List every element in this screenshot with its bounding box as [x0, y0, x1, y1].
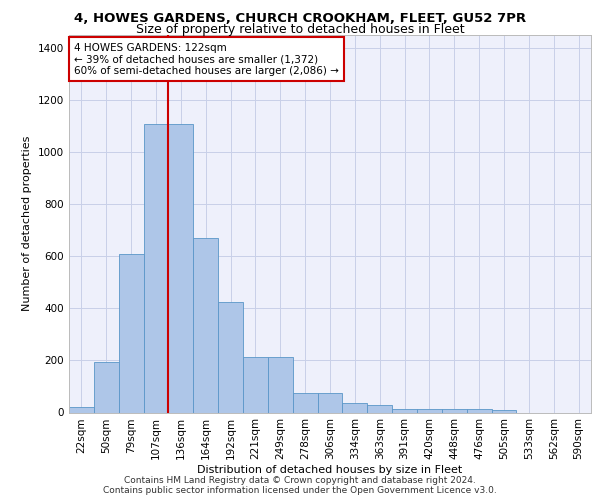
Bar: [169, 124, 193, 412]
Bar: [467, 410, 491, 412]
Text: 4, HOWES GARDENS, CHURCH CROOKHAM, FLEET, GU52 7PR: 4, HOWES GARDENS, CHURCH CROOKHAM, FLEET…: [74, 12, 526, 26]
Text: Size of property relative to detached houses in Fleet: Size of property relative to detached ho…: [136, 24, 464, 36]
Bar: [392, 408, 417, 412]
Bar: [317, 393, 343, 412]
Bar: [193, 238, 218, 412]
Bar: [69, 408, 94, 412]
Bar: [367, 404, 392, 412]
Y-axis label: Number of detached properties: Number of detached properties: [22, 136, 32, 312]
Bar: [94, 362, 119, 412]
X-axis label: Distribution of detached houses by size in Fleet: Distribution of detached houses by size …: [197, 465, 463, 475]
Bar: [442, 408, 467, 412]
Bar: [268, 356, 293, 412]
Text: 4 HOWES GARDENS: 122sqm
← 39% of detached houses are smaller (1,372)
60% of semi: 4 HOWES GARDENS: 122sqm ← 39% of detache…: [74, 42, 339, 76]
Bar: [143, 124, 169, 412]
Bar: [343, 404, 367, 412]
Text: Contains HM Land Registry data © Crown copyright and database right 2024.
Contai: Contains HM Land Registry data © Crown c…: [103, 476, 497, 495]
Bar: [417, 408, 442, 412]
Bar: [293, 393, 317, 412]
Bar: [119, 254, 143, 412]
Bar: [491, 410, 517, 412]
Bar: [243, 356, 268, 412]
Bar: [218, 302, 243, 412]
